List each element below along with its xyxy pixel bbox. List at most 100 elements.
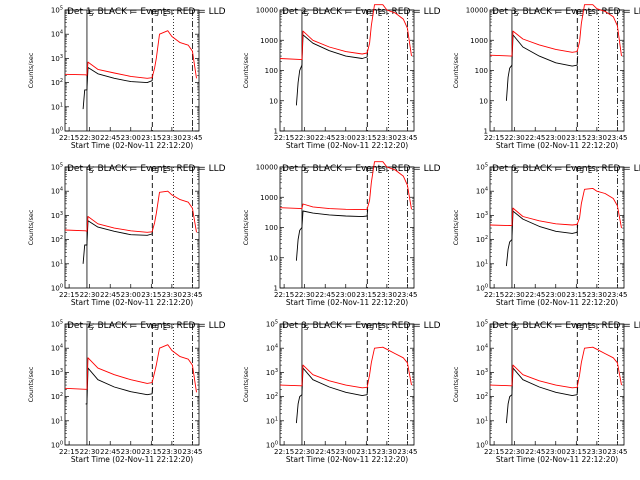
flag-label: E (163, 167, 167, 175)
events-series-line (505, 210, 579, 267)
y-tick-label: 100 (475, 67, 488, 75)
flag-label: S (89, 167, 94, 175)
x-tick-label: 22:15 (59, 134, 79, 142)
plot-frame (489, 9, 625, 132)
flag-label: S (514, 324, 519, 332)
x-tick-label: 23:15 (141, 291, 161, 299)
events-series-line (505, 367, 579, 424)
x-tick-label: 22:30 (80, 291, 100, 299)
flag-label: E (588, 324, 592, 332)
y-tick-label: 10 (479, 97, 488, 105)
events-series-line (295, 34, 369, 106)
x-tick-label: 23:00 (121, 291, 141, 299)
panel-det-8: Det 8: BLACK = Events, RED = LLD 100 101 10… (242, 320, 441, 465)
y-tick-label: 100 (265, 67, 278, 75)
x-axis-label: Start Time (02-Nov-11 22:12:20) (496, 141, 618, 150)
plot-frame (64, 323, 200, 446)
y-tick-label: 10000 (256, 164, 278, 172)
events-series-line (295, 367, 369, 424)
x-tick-label: 23:15 (566, 291, 586, 299)
x-tick-label: 23:45 (397, 448, 417, 456)
y-tick-label: 101 (476, 259, 488, 268)
x-tick-label: 23:30 (162, 291, 182, 299)
panel-title: Det 7: BLACK = Events, RED = LLD (67, 321, 226, 331)
flag-label: S (304, 10, 309, 18)
x-tick-label: 22:45 (525, 448, 545, 456)
flag-label: E (163, 10, 167, 18)
x-axis-label: Start Time (02-Nov-11 22:12:20) (496, 455, 618, 464)
panel-det-9: Det 9: BLACK = Events, RED = LLD 100 101 10… (452, 320, 640, 465)
x-tick-label: 22:30 (295, 291, 315, 299)
x-tick-label: 22:15 (274, 448, 294, 456)
flag-label: E (378, 10, 382, 18)
y-tick-label: 102 (51, 392, 63, 401)
lld-series-line (64, 190, 197, 233)
y-tick-label: 102 (266, 392, 278, 401)
y-axis-label: Counts/sec (242, 52, 250, 88)
x-tick-label: 22:30 (295, 448, 315, 456)
panel-title: Det 8: BLACK = Events, RED = LLD (282, 321, 441, 331)
y-tick-label: 1 (274, 285, 278, 293)
x-tick-label: 23:45 (397, 134, 417, 142)
panel-title: Det 5: BLACK = Events, RED = LLD (282, 164, 441, 174)
plot-frame (489, 323, 625, 446)
y-tick-label: 105 (476, 320, 488, 329)
lld-series-line (489, 346, 622, 389)
lld-series-line (279, 161, 412, 211)
flag-label: S (514, 167, 519, 175)
x-tick-label: 23:00 (546, 291, 566, 299)
events-series-line (82, 220, 154, 264)
events-series-line (505, 34, 579, 101)
x-tick-label: 23:30 (162, 448, 182, 456)
y-axis-label: Counts/sec (452, 52, 460, 88)
flag-label: S (89, 10, 94, 18)
y-tick-label: 100 (51, 441, 63, 450)
x-axis-label: Start Time (02-Nov-11 22:12:20) (496, 298, 618, 307)
x-tick-label: 23:45 (182, 448, 202, 456)
y-tick-label: 104 (476, 344, 488, 353)
lld-series-line (279, 4, 412, 61)
x-tick-label: 23:30 (162, 134, 182, 142)
flag-label: S (579, 167, 584, 175)
x-tick-label: 22:45 (100, 448, 120, 456)
plot-frame (64, 166, 200, 289)
panel-title: Det 6: BLACK = Events, RED = LLD (492, 164, 640, 174)
y-tick-label: 1000 (260, 37, 278, 45)
x-tick-label: 22:45 (100, 291, 120, 299)
x-tick-label: 23:15 (566, 448, 586, 456)
flag-label: E (163, 324, 167, 332)
x-tick-label: 23:30 (587, 448, 607, 456)
x-tick-label: 23:00 (121, 134, 141, 142)
panel-det-2: Det 2: BLACK = Events, RED = LLD 1 10 100 10… (242, 4, 441, 150)
y-tick-label: 104 (476, 187, 488, 196)
y-axis-label: Counts/sec (242, 209, 250, 245)
x-tick-label: 23:00 (336, 134, 356, 142)
flag-label: S (304, 167, 309, 175)
y-tick-label: 101 (476, 416, 488, 425)
flag-label: S (304, 324, 309, 332)
x-tick-label: 22:45 (315, 291, 335, 299)
x-tick-label: 23:15 (566, 134, 586, 142)
y-tick-label: 102 (51, 235, 63, 244)
y-axis-label: Counts/sec (242, 366, 250, 402)
panel-title: Det 3: BLACK = Events, RED = LLD (492, 7, 640, 17)
y-tick-label: 105 (476, 163, 488, 172)
x-tick-label: 23:45 (182, 134, 202, 142)
y-tick-label: 103 (476, 368, 488, 377)
flag-label: S (154, 167, 159, 175)
y-tick-label: 100 (51, 127, 63, 136)
x-tick-label: 23:15 (356, 134, 376, 142)
flag-label: E (378, 324, 382, 332)
y-tick-label: 103 (266, 368, 278, 377)
x-tick-label: 22:15 (274, 291, 294, 299)
x-tick-label: 22:15 (484, 448, 504, 456)
y-axis-label: Counts/sec (452, 366, 460, 402)
x-tick-label: 23:00 (546, 134, 566, 142)
events-series-line (85, 367, 154, 405)
flag-label: S (579, 324, 584, 332)
y-tick-label: 101 (51, 102, 63, 111)
x-axis-label: Start Time (02-Nov-11 22:12:20) (71, 455, 193, 464)
x-tick-label: 23:45 (182, 291, 202, 299)
x-axis-label: Start Time (02-Nov-11 22:12:20) (71, 141, 193, 150)
lld-series-line (64, 344, 197, 393)
